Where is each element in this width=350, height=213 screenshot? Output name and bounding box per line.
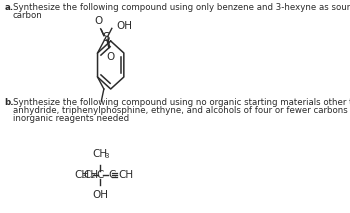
Text: inorganic reagents needed: inorganic reagents needed — [13, 114, 129, 123]
Text: CH: CH — [118, 170, 133, 180]
Text: S: S — [102, 31, 109, 44]
Text: CH: CH — [84, 170, 99, 180]
Text: 3: 3 — [82, 173, 86, 179]
Text: C: C — [96, 170, 104, 180]
Text: 2: 2 — [91, 173, 95, 179]
Text: C: C — [108, 170, 116, 180]
Text: Synthesize the following compound using no organic starting materials other than: Synthesize the following compound using … — [13, 98, 350, 107]
Text: OH: OH — [92, 190, 108, 200]
Text: O: O — [107, 52, 115, 62]
Text: O: O — [94, 16, 103, 26]
Text: CH: CH — [75, 170, 90, 180]
Text: OH: OH — [116, 21, 132, 31]
Text: b.: b. — [5, 98, 14, 107]
Text: anhydride, triphenylphosphine, ethyne, and alcohols of four or fewer carbons and: anhydride, triphenylphosphine, ethyne, a… — [13, 106, 350, 115]
Text: CH: CH — [92, 149, 107, 159]
Text: Synthesize the following compound using only benzene and 3-hexyne as sources for: Synthesize the following compound using … — [13, 3, 350, 12]
Text: 3: 3 — [105, 153, 109, 159]
Text: a.: a. — [5, 3, 14, 12]
Text: carbon: carbon — [13, 11, 42, 20]
